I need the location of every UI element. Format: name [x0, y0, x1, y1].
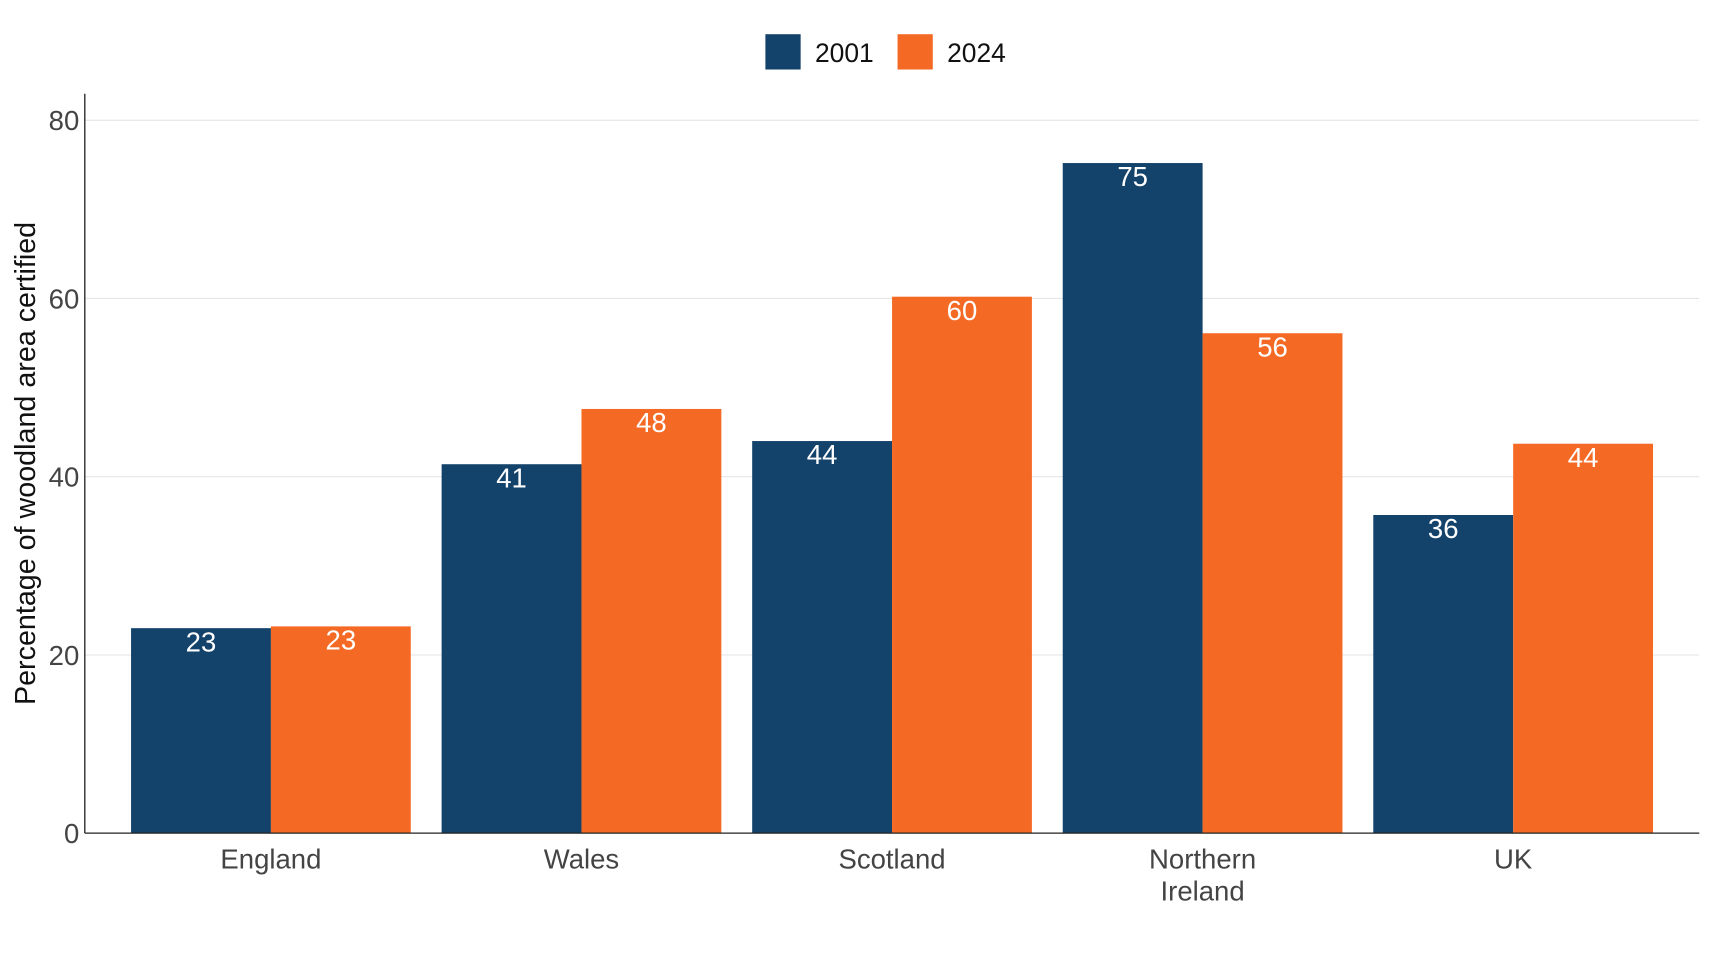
x-tick-label: England — [220, 843, 321, 874]
bar — [1513, 443, 1654, 834]
x-tick-label: UK — [1494, 843, 1533, 874]
data-label: 56 — [1257, 331, 1288, 362]
y-tick-label: 0 — [64, 818, 79, 849]
data-label: 36 — [1428, 513, 1459, 544]
data-label: 41 — [496, 462, 527, 493]
x-tick-label: Ireland — [1161, 875, 1245, 906]
y-tick-label: 40 — [49, 462, 80, 493]
bar — [441, 464, 582, 834]
legend-label: 2024 — [947, 38, 1006, 68]
legend-swatch — [897, 34, 933, 70]
y-axis-label: Percentage of woodland area certified — [10, 222, 42, 705]
data-label: 48 — [636, 407, 667, 438]
bars: 23 23 41 48 44 60 75 56 36 44 — [131, 161, 1654, 834]
legend-label: 2001 — [815, 38, 874, 68]
axes: 0 20 40 60 80 England Wales Scotland NorthernIre… — [49, 93, 1700, 906]
data-label: 23 — [186, 626, 217, 657]
data-label: 23 — [326, 625, 357, 656]
data-label: 60 — [947, 295, 978, 326]
data-label: 75 — [1117, 161, 1148, 192]
bar — [752, 441, 893, 834]
x-tick-label: Northern — [1149, 843, 1256, 874]
bar — [270, 626, 411, 834]
legend: 2001 2024 — [765, 34, 1006, 70]
bar — [892, 296, 1032, 834]
x-tick-label: Wales — [544, 843, 619, 874]
x-tick-label: Scotland — [838, 843, 945, 874]
bar — [1062, 163, 1203, 834]
bar — [1202, 333, 1343, 834]
bar — [1373, 515, 1514, 834]
bar — [581, 408, 722, 834]
legend-swatch — [765, 34, 801, 70]
y-tick-label: 80 — [49, 105, 80, 136]
y-tick-label: 60 — [49, 283, 80, 314]
data-label: 44 — [807, 439, 838, 470]
data-label: 44 — [1568, 442, 1599, 473]
y-tick-label: 20 — [49, 640, 80, 671]
bar — [131, 628, 271, 834]
